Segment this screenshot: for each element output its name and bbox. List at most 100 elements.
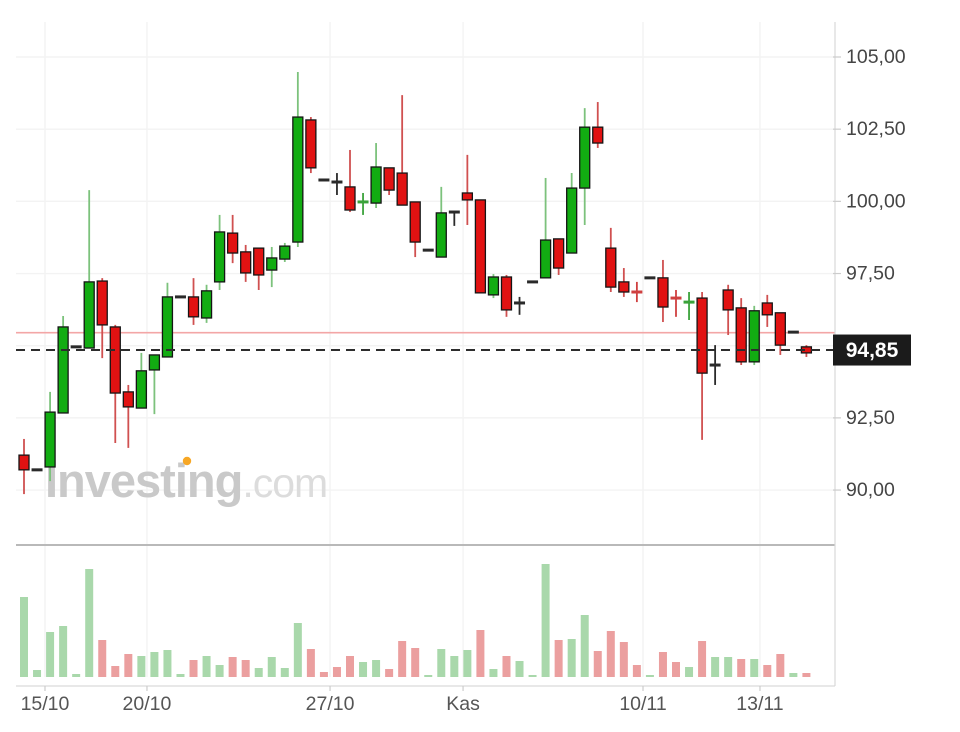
candlestick [292, 72, 304, 247]
volume-bar [489, 669, 498, 677]
candlestick [318, 178, 330, 182]
candlestick [461, 154, 474, 226]
candlestick [566, 173, 578, 254]
price-axis-label: 105,00 [846, 46, 906, 68]
volume-bar [502, 656, 511, 677]
volume-bar [802, 673, 811, 677]
candlestick [18, 438, 30, 495]
volume-bar [98, 640, 107, 677]
candlestick [644, 276, 656, 280]
volume-bar [658, 652, 667, 677]
candlestick [44, 391, 56, 482]
volume-bar [267, 657, 276, 677]
date-label: Kas [446, 693, 480, 715]
volume-bar [711, 657, 720, 677]
candlestick [800, 345, 813, 357]
volume-bar [606, 631, 615, 677]
volume-bar [111, 666, 120, 677]
volume-bar [150, 652, 159, 677]
volume-bar [789, 673, 798, 677]
candlestick [487, 274, 500, 299]
candlestick [57, 315, 69, 414]
volume-bar [332, 667, 341, 677]
volume-bar [685, 667, 694, 677]
candlestick [722, 284, 734, 336]
date-label: 15/10 [21, 693, 70, 715]
candlestick [500, 274, 513, 317]
candlestick [735, 298, 747, 366]
volume-bar [46, 632, 55, 677]
last-price-tag [833, 334, 911, 366]
candlestick [683, 292, 695, 321]
date-label: 20/10 [123, 693, 172, 715]
volume-bar [398, 641, 407, 677]
volume-bar [241, 660, 250, 677]
volume-bar [124, 654, 133, 677]
candlestick [122, 384, 134, 448]
volume-bar [85, 569, 94, 677]
candlestick [305, 117, 317, 174]
volume-bar [567, 639, 576, 677]
price-axis-label: 90,00 [846, 479, 895, 501]
candlestick [213, 214, 226, 290]
candlestick [31, 468, 43, 472]
volume-bar [632, 665, 641, 677]
date-label: 27/10 [306, 693, 355, 715]
candlestick [774, 312, 786, 355]
volume-bar [72, 674, 81, 677]
investing-watermark: Investing.com [45, 454, 327, 507]
volume-bar [528, 675, 537, 677]
candlestick [161, 282, 174, 358]
volume-bar [750, 659, 759, 677]
volume-bar [515, 661, 524, 677]
volume-bar [20, 597, 28, 677]
volume-bar [776, 654, 785, 677]
volume-bar [737, 659, 746, 677]
candlestick [435, 186, 447, 258]
candlestick [618, 268, 630, 297]
volume-bar [306, 649, 315, 677]
candlestick [448, 210, 460, 226]
volume-bar [163, 650, 172, 677]
candlestick [748, 305, 760, 366]
candlestick [787, 330, 799, 334]
volume-bar [424, 675, 433, 677]
volume-bar [372, 660, 381, 677]
volume-bar [763, 665, 772, 677]
date-label: 13/11 [736, 693, 783, 715]
candlestick [370, 143, 382, 208]
volume-bar [254, 668, 263, 677]
volume-bar [541, 564, 550, 677]
candlestick [253, 247, 265, 290]
candlestick [761, 294, 773, 327]
candlestick [135, 352, 148, 409]
candlestick [670, 289, 682, 317]
candlestick [409, 201, 421, 258]
candlestick [200, 284, 213, 323]
candlestick [279, 242, 291, 262]
volume-bar [593, 651, 602, 677]
volume-bar [672, 662, 680, 677]
volume-bar [476, 630, 485, 677]
candlestick [605, 227, 617, 293]
candlestick [83, 190, 95, 349]
volume-bar [463, 650, 472, 677]
candlestick [383, 167, 395, 195]
volume-bar [189, 660, 198, 677]
volume-bar [724, 657, 733, 677]
volume-bar [385, 669, 394, 677]
price-axis-label: 100,00 [846, 190, 906, 212]
volume-bar [215, 665, 224, 677]
candlestick [240, 244, 252, 282]
candlestick [357, 192, 369, 215]
watermark-dot [182, 456, 192, 466]
price-axis-label: 102,50 [846, 118, 906, 140]
volume-bar [228, 657, 237, 677]
volume-bar [698, 641, 707, 677]
volume-bar [33, 670, 42, 677]
volume-bar [346, 656, 354, 677]
candlestick [396, 95, 408, 206]
volume-bar [437, 649, 446, 677]
candlestick [631, 281, 643, 303]
